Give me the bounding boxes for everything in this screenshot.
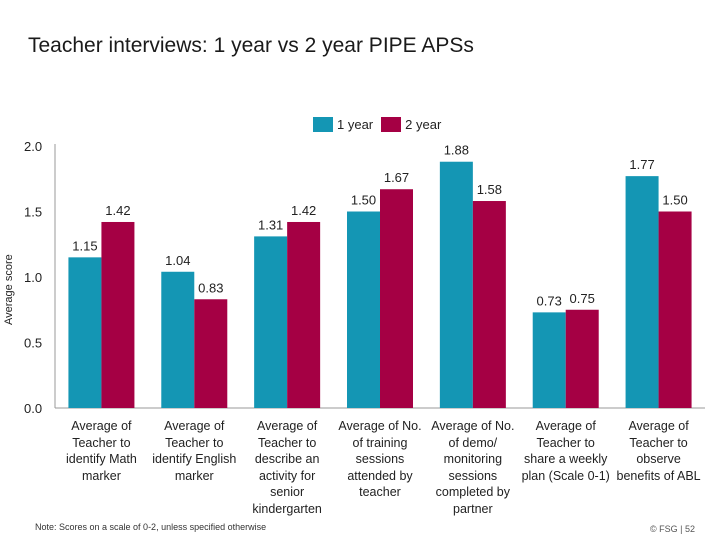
bar-1-year bbox=[161, 271, 195, 408]
bar-2-year bbox=[101, 221, 135, 408]
data-label: 1.50 bbox=[351, 193, 376, 208]
data-label: 1.77 bbox=[629, 157, 654, 172]
bar-2-year bbox=[380, 189, 413, 408]
legend-label-1-year: 1 year bbox=[337, 117, 374, 132]
data-label: 1.50 bbox=[662, 193, 687, 208]
data-label: 1.15 bbox=[72, 238, 97, 253]
legend: 1 year 2 year bbox=[313, 117, 449, 132]
category-label: Average of No. of demo/ monitoring sessi… bbox=[431, 419, 515, 516]
bar-2-year bbox=[287, 221, 321, 408]
category-label: Average of Teacher to identify Math mark… bbox=[65, 419, 137, 483]
data-label: 1.31 bbox=[258, 217, 283, 232]
page-footer: © FSG | 52 bbox=[650, 524, 695, 534]
bar-1-year bbox=[625, 176, 659, 408]
data-label: 1.04 bbox=[165, 253, 190, 268]
category-label: Average of Teacher to observe benefits o… bbox=[616, 419, 701, 483]
bar-1-year bbox=[439, 161, 473, 408]
y-tick-label: 1.5 bbox=[24, 205, 42, 220]
category-label: Average of Teacher to share a weekly pla… bbox=[521, 419, 610, 483]
data-label: 1.58 bbox=[477, 182, 502, 197]
data-label: 1.67 bbox=[384, 170, 409, 185]
chart-title: Teacher interviews: 1 year vs 2 year PIP… bbox=[28, 34, 474, 57]
category-label: Average of No. of training sessions atte… bbox=[338, 419, 422, 499]
category-label: Average of Teacher to describe an activi… bbox=[252, 419, 322, 516]
y-tick-label: 1.0 bbox=[24, 270, 42, 285]
bar-1-year bbox=[68, 257, 102, 408]
data-label: 1.42 bbox=[291, 203, 316, 218]
data-label: 1.42 bbox=[105, 203, 130, 218]
bar-1-year bbox=[254, 236, 288, 408]
data-label: 0.75 bbox=[570, 291, 595, 306]
data-label: 0.83 bbox=[198, 280, 223, 295]
bar-1-year bbox=[347, 211, 380, 408]
bar-2-year bbox=[565, 309, 599, 408]
legend-swatch-2-year bbox=[381, 117, 402, 132]
legend-swatch-1-year bbox=[313, 117, 333, 132]
bar-2-year bbox=[472, 201, 506, 408]
category-label: Average of Teacher to identify English m… bbox=[152, 419, 237, 483]
legend-label-2-year: 2 year bbox=[405, 117, 442, 132]
legend-item-2-year: 2 year bbox=[381, 117, 441, 132]
bar-2-year bbox=[194, 299, 228, 408]
bar-1-year bbox=[532, 312, 566, 408]
bar-2-year bbox=[658, 211, 692, 408]
data-label: 1.88 bbox=[444, 143, 469, 158]
legend-item-1-year: 1 year bbox=[313, 117, 373, 132]
y-tick-label: 0.0 bbox=[24, 401, 42, 416]
y-tick-label: 2.0 bbox=[24, 139, 42, 154]
data-label: 0.73 bbox=[537, 293, 562, 308]
footnote: Note: Scores on a scale of 0-2, unless s… bbox=[35, 522, 267, 532]
y-tick-label: 0.5 bbox=[24, 336, 42, 351]
